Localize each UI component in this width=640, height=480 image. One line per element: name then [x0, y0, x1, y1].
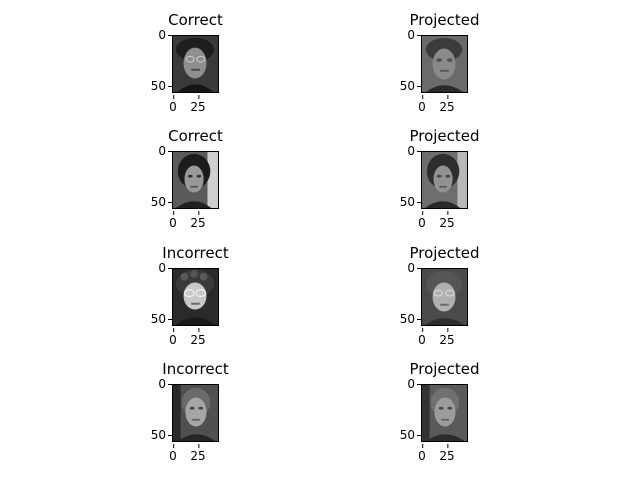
y-tick-label: 50: [150, 79, 173, 93]
x-tick-label: 25: [439, 95, 455, 114]
face-image: [421, 35, 468, 93]
x-tick-label: 25: [439, 444, 455, 463]
y-tick-label: 0: [407, 377, 421, 391]
y-tick-label: 50: [399, 428, 422, 442]
x-tick-label: 0: [169, 211, 177, 230]
y-tick-label: 0: [407, 28, 421, 42]
panel-title: Incorrect: [162, 360, 229, 378]
y-tick-label: 50: [150, 428, 173, 442]
panel-title: Correct: [168, 127, 223, 145]
face-image: [421, 268, 468, 326]
x-tick-label: 0: [418, 328, 426, 347]
face-image: [172, 35, 219, 93]
face-panel-row1-projected: Projected 0 50 0 25: [400, 11, 480, 113]
x-tick-label: 0: [169, 95, 177, 114]
panel-title: Projected: [409, 11, 480, 29]
y-tick-label: 50: [399, 195, 422, 209]
y-tick-label: 0: [158, 377, 172, 391]
x-tick-label: 25: [190, 211, 206, 230]
x-tick-label: 25: [439, 328, 455, 347]
face-image: [172, 268, 219, 326]
face-panel-row3-projected: Projected 0 50 0 25: [400, 244, 480, 346]
y-tick-label: 50: [399, 79, 422, 93]
x-tick-label: 25: [190, 328, 206, 347]
y-tick-label: 0: [407, 144, 421, 158]
x-tick-label: 0: [418, 95, 426, 114]
panel-title: Incorrect: [162, 244, 229, 262]
y-tick-label: 0: [158, 261, 172, 275]
panel-title: Projected: [409, 127, 480, 145]
face-panel-row4-incorrect: Incorrect 0 50 0 25: [151, 360, 229, 462]
x-tick-label: 0: [418, 444, 426, 463]
face-panel-row2-correct: Correct 0 50 0 25: [151, 127, 223, 229]
x-tick-label: 0: [169, 328, 177, 347]
x-tick-label: 25: [439, 211, 455, 230]
x-tick-label: 25: [190, 444, 206, 463]
y-tick-label: 50: [399, 312, 422, 326]
face-panel-row4-projected: Projected 0 50 0 25: [400, 360, 480, 462]
panel-title: Correct: [168, 11, 223, 29]
y-tick-label: 0: [407, 261, 421, 275]
face-image: [172, 151, 219, 209]
panel-title: Projected: [409, 360, 480, 378]
y-tick-label: 0: [158, 144, 172, 158]
face-panel-row3-incorrect: Incorrect 0 50 0 25: [151, 244, 229, 346]
x-tick-label: 0: [169, 444, 177, 463]
face-image: [421, 151, 468, 209]
y-tick-label: 0: [158, 28, 172, 42]
y-tick-label: 50: [150, 195, 173, 209]
face-image: [172, 384, 219, 442]
panel-title: Projected: [409, 244, 480, 262]
face-image: [421, 384, 468, 442]
x-tick-label: 0: [418, 211, 426, 230]
x-tick-label: 25: [190, 95, 206, 114]
face-panel-row1-correct: Correct 0 50 0 25: [151, 11, 223, 113]
y-tick-label: 50: [150, 312, 173, 326]
face-panel-row2-projected: Projected 0 50 0 25: [400, 127, 480, 229]
